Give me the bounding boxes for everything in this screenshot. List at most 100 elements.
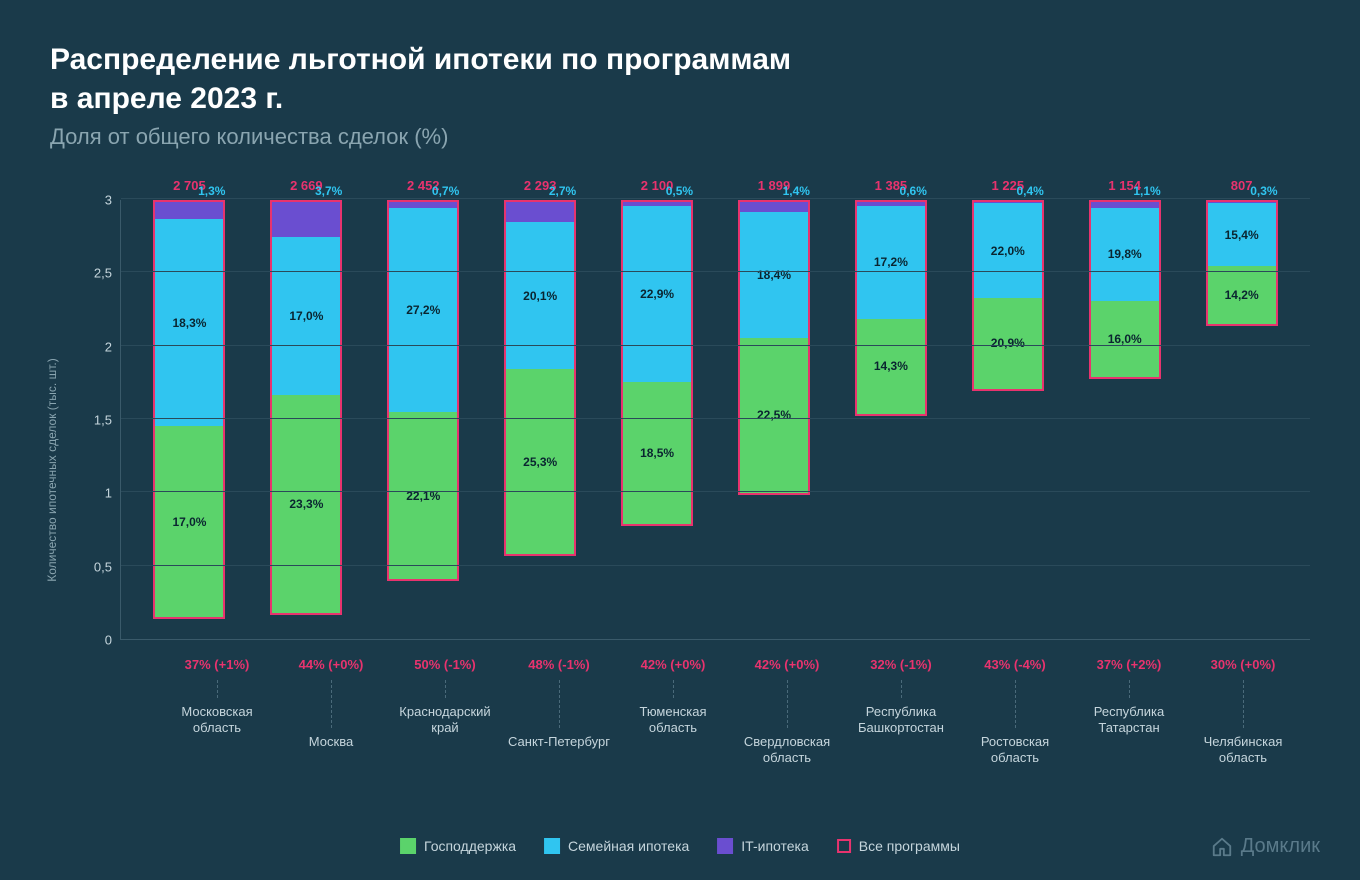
share-pct-label: 42% (+0%) [755,657,820,672]
region-connector-line [1129,680,1130,698]
bar-slot: 2 45222,1%27,2%0,7% [365,200,482,639]
region-connector-line [673,680,674,698]
x-label-slot: 43% (-4%)Ростовская область [958,647,1072,765]
x-labels: 37% (+1%)Московская область44% (+0%)Моск… [150,647,1310,765]
bar-seg-gov-label: 14,2% [1225,288,1259,302]
chart-subtitle: Доля от общего количества сделок (%) [50,124,1310,150]
share-pct-label: 30% (+0%) [1211,657,1276,672]
region-label: Тюменская область [618,704,728,735]
share-pct-label: 32% (-1%) [870,657,931,672]
region-label: Москва [309,734,353,750]
legend-label-gov: Господдержка [424,838,516,854]
bar-outline: 2 45222,1%27,2%0,7% [387,200,459,581]
legend-label-all: Все программы [859,838,960,854]
bar-seg-family: 20,1% [506,222,574,368]
bar-seg-it: 0,3% [1208,202,1276,203]
bar-seg-it: 3,7% [272,202,340,237]
share-pct-label: 37% (+2%) [1097,657,1162,672]
grid-line [121,198,1310,199]
bar-slot: 1 22520,9%22,0%0,4% [949,200,1066,639]
bar-seg-family: 27,2% [389,208,457,413]
bar-seg-family-label: 19,8% [1108,247,1142,261]
bar-total-label: 807 [1231,178,1253,193]
legend-label-it: IT-ипотека [741,838,808,854]
region-connector-line [559,680,560,728]
bar-seg-family-label: 17,2% [874,255,908,269]
grid-line [121,418,1310,419]
bar-seg-it-label: 2,7% [549,184,576,198]
brand-logo: Домклик [1211,835,1320,858]
bar-slot: 2 70517,0%18,3%1,3% [131,200,248,639]
bar-seg-it: 1,3% [155,202,223,219]
x-label-slot: 32% (-1%)Республика Башкортостан [844,647,958,765]
y-tick: 0,5 [94,559,112,574]
bar-seg-family: 17,2% [857,206,925,318]
bar-seg-family: 18,3% [155,219,223,425]
region-connector-line [445,680,446,698]
bar-seg-it: 0,5% [623,202,691,206]
region-connector-line [1243,680,1244,728]
share-pct-label: 48% (-1%) [528,657,589,672]
bar-seg-gov-label: 22,5% [757,408,791,422]
bar-seg-gov-label: 23,3% [289,497,323,511]
region-connector-line [787,680,788,728]
title-line2: в апреле 2023 г. [50,82,283,115]
x-label-slot: 42% (+0%)Тюменская область [616,647,730,765]
bar-seg-family-label: 20,1% [523,289,557,303]
bar-slot: 1 38514,3%17,2%0,6% [832,200,949,639]
bar-seg-gov: 17,0% [155,426,223,618]
bar-seg-gov: 14,2% [1208,266,1276,324]
bar-seg-it: 0,6% [857,202,925,206]
y-tick: 1,5 [94,413,112,428]
bar-slot: 2 29325,3%20,1%2,7% [482,200,599,639]
x-label-slot: 44% (+0%) Москва [274,647,388,765]
house-icon [1211,836,1233,858]
bar-seg-gov-label: 18,5% [640,446,674,460]
region-connector-line [217,680,218,698]
bar-outline: 1 22520,9%22,0%0,4% [972,200,1044,391]
bar-outline: 2 10018,5%22,9%0,5% [621,200,693,526]
bar-seg-it-label: 1,3% [198,184,225,198]
bar-seg-it-label: 3,7% [315,184,342,198]
bar-seg-it: 1,4% [740,202,808,212]
share-pct-label: 37% (+1%) [185,657,250,672]
region-label: Санкт-Петербург [508,734,610,750]
y-axis-label: Количество ипотечных сделок (тыс. шт.) [45,358,59,581]
bar-outline: 1 15416,0%19,8%1,1% [1089,200,1161,379]
bar-seg-family-label: 18,4% [757,268,791,282]
bar-seg-family: 22,9% [623,206,691,381]
share-pct-label: 44% (+0%) [299,657,364,672]
share-pct-label: 43% (-4%) [984,657,1045,672]
y-tick: 2 [105,339,112,354]
y-tick: 3 [105,193,112,208]
grid-line [121,271,1310,272]
x-label-slot: 50% (-1%)Краснодарский край [388,647,502,765]
bar-seg-gov-label: 14,3% [874,359,908,373]
bar-seg-family-label: 15,4% [1225,228,1259,242]
bar-seg-family-label: 17,0% [289,309,323,323]
bar-seg-gov: 25,3% [506,369,574,555]
region-label: Краснодарский край [390,704,500,735]
bar-slot: 1 89922,5%18,4%1,4% [716,200,833,639]
bar-seg-gov: 18,5% [623,382,691,524]
grid-line [121,491,1310,492]
bar-seg-gov: 16,0% [1091,301,1159,377]
grid-line [121,565,1310,566]
region-connector-line [1015,680,1016,728]
bar-seg-it: 2,7% [506,202,574,222]
x-label-slot: 48% (-1%) Санкт-Петербург [502,647,616,765]
bar-slot: 80714,2%15,4%0,3% [1183,200,1300,639]
bar-seg-family-label: 18,3% [172,316,206,330]
bar-seg-gov-label: 17,0% [172,515,206,529]
bar-seg-family: 15,4% [1208,203,1276,266]
y-tick: 2,5 [94,266,112,281]
legend-swatch-all [837,839,851,853]
bar-seg-gov: 20,9% [974,298,1042,388]
bar-outline: 1 89922,5%18,4%1,4% [738,200,810,495]
bar-seg-it: 0,7% [389,202,457,208]
bars-row: 2 70517,0%18,3%1,3%2 66923,3%17,0%3,7%2 … [121,200,1310,639]
bar-seg-family-label: 22,9% [640,287,674,301]
bar-seg-family: 22,0% [974,203,1042,298]
bar-slot: 2 66923,3%17,0%3,7% [248,200,365,639]
bar-seg-it-label: 0,4% [1016,184,1043,198]
